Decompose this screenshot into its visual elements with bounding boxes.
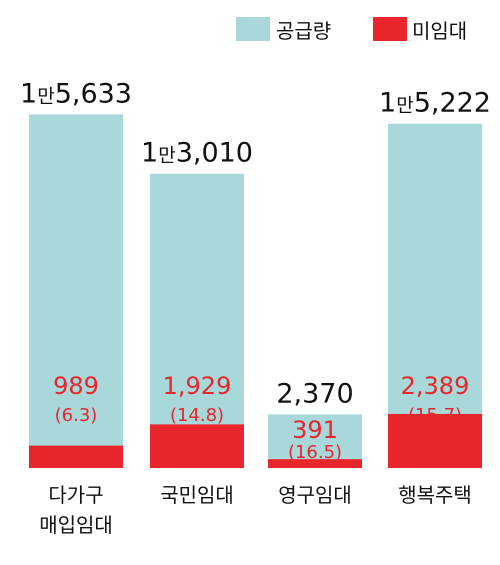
legend-swatch-supply xyxy=(236,17,270,41)
total-label-1: 1만3,010 xyxy=(141,138,253,169)
category-label-1: 국민임대 xyxy=(160,483,234,507)
category-label-2: 영구임대 xyxy=(278,483,352,507)
unsold-label-2: 391 xyxy=(292,416,338,444)
bar-unsold-0 xyxy=(29,445,123,468)
legend-label-supply: 공급량 xyxy=(276,19,331,43)
percent-label-3: (15.7) xyxy=(408,405,462,426)
legend: 공급량 미임대 xyxy=(236,17,467,43)
total-label-2: 2,370 xyxy=(276,378,353,409)
bar-supply-2 xyxy=(268,414,362,468)
total-label-0: 1만5,633 xyxy=(20,78,132,109)
unsold-label-0: 989 xyxy=(53,372,99,400)
bars-layer xyxy=(29,114,482,469)
bar-unsold-2 xyxy=(268,459,362,468)
percent-label-2: (16.5) xyxy=(288,442,342,463)
bar-supply-0 xyxy=(29,114,123,469)
bar-unsold-1 xyxy=(150,424,244,468)
legend-label-unsold: 미임대 xyxy=(412,19,467,43)
bar-supply-1 xyxy=(150,173,244,468)
percent-label-0: (6.3) xyxy=(55,405,98,426)
unsold-label-1: 1,929 xyxy=(163,372,232,400)
category-label-3: 행복주택 xyxy=(398,483,472,507)
percent-label-1: (14.8) xyxy=(170,405,224,426)
category-label-0-line2: 매입임대 xyxy=(39,513,113,537)
total-label-3: 1만5,222 xyxy=(379,88,491,119)
category-label-0: 다가구 xyxy=(48,483,103,507)
bar-supply-3 xyxy=(388,123,482,468)
bar-unsold-3 xyxy=(388,413,482,468)
unsold-label-3: 2,389 xyxy=(401,372,470,400)
legend-swatch-unsold xyxy=(373,17,407,41)
